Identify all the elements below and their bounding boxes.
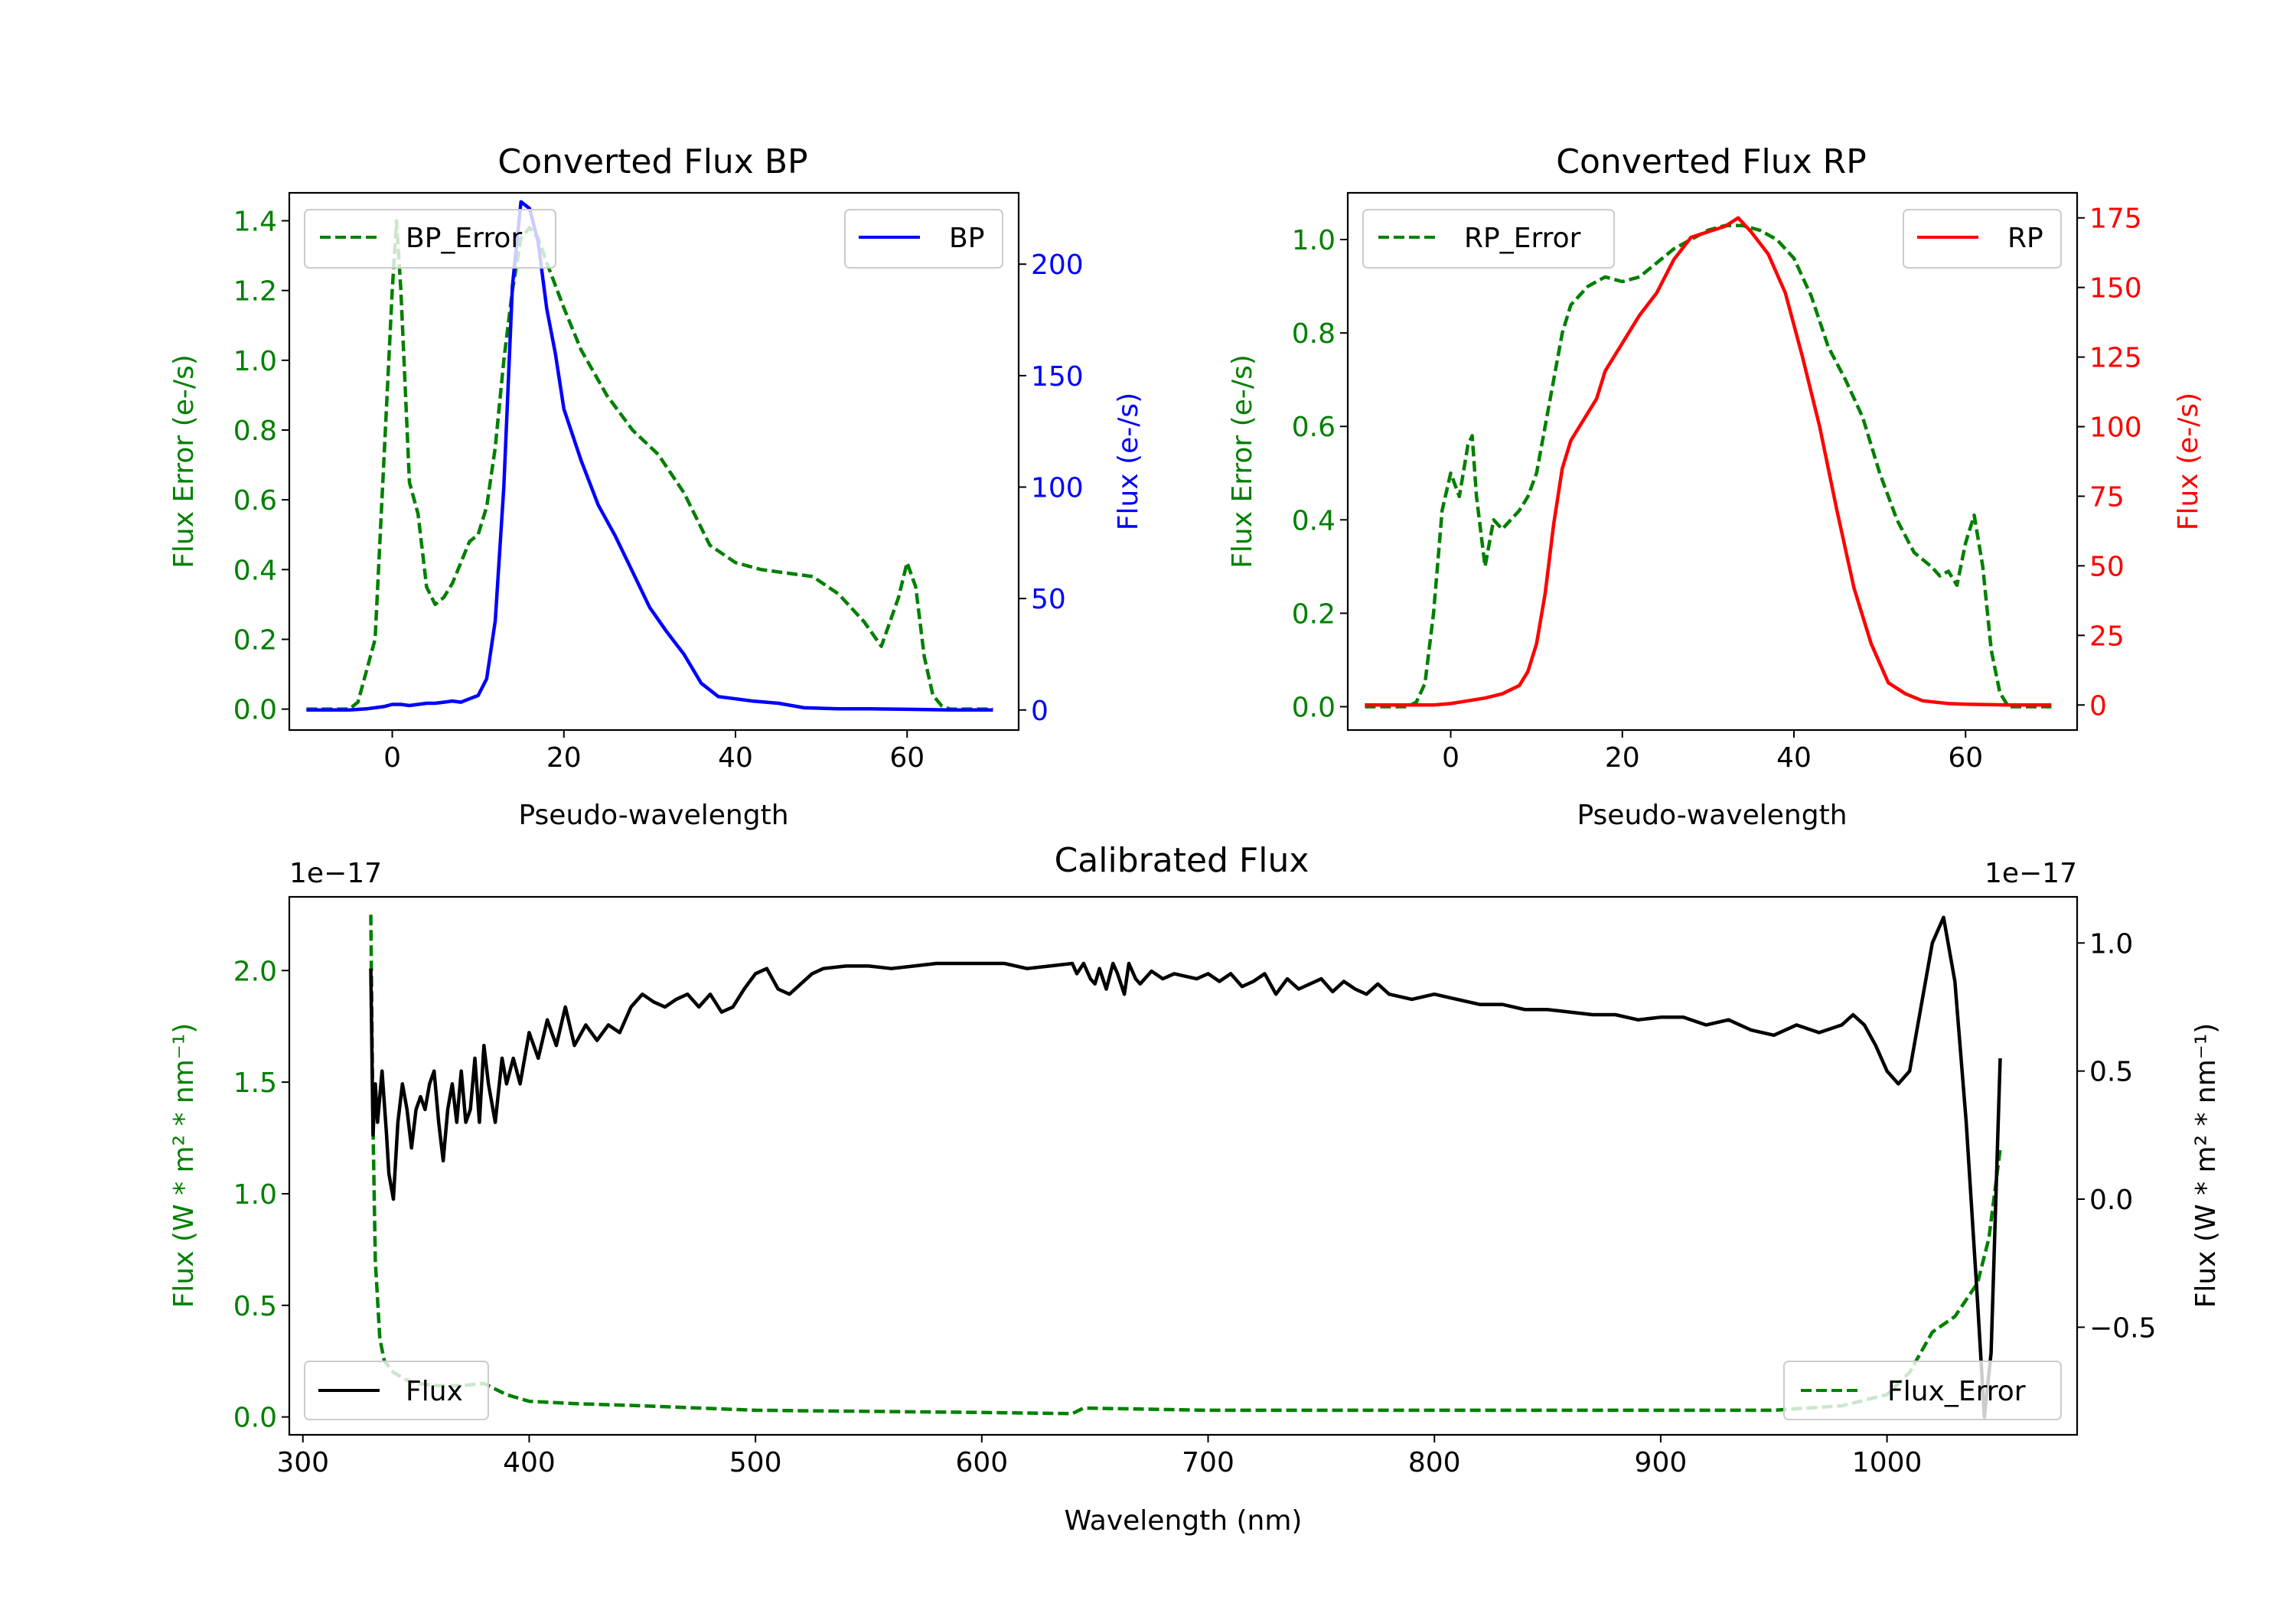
calibrated-flux-error-legend-box (1783, 1361, 2062, 1420)
rp-left-y-tick-label: 0.6 (1292, 412, 1336, 443)
bp-left-y-tick-label: 0.6 (233, 485, 277, 517)
rp-series-rp-error-line (1365, 223, 2052, 709)
bp-title: Converted Flux BP (497, 142, 807, 181)
bp-left-y-tick-label: 0.2 (233, 624, 277, 656)
bp-error-legend-label: BP_Error (406, 223, 522, 254)
calibrated-ticks: 300 400 500 600 700 800 900 1000 0.0 0.5 1.0 1.5 2.0… (233, 928, 2157, 1478)
rp-legend[interactable]: RP (1903, 209, 2062, 269)
bp-x-tick-label: 0 (383, 742, 401, 774)
rp-title: Converted Flux RP (1556, 142, 1867, 181)
calibrated-x-axis-label: Wavelength (nm) (1065, 1505, 1303, 1537)
calibrated-left-y-tick-label: 0.0 (233, 1403, 277, 1434)
bp-x-tick-label: 20 (546, 742, 582, 774)
calibrated-right-offset-text: 1e−17 (1985, 858, 2077, 889)
bp-right-y-tick-label: 0 (1031, 696, 1049, 727)
bp-ticks: 0 20 40 60 0.0 0.2 0.4 0.6 0.8 1.0 1.2 1.4 0 50 100 150… (233, 206, 1084, 774)
rp-right-y-tick-label: 150 (2089, 273, 2142, 305)
rp-error-legend[interactable]: RP_Error (1362, 209, 1615, 269)
bp-legend[interactable]: BP (844, 209, 1003, 269)
calibrated-flux-error-legend[interactable]: Flux_Error (1783, 1361, 2062, 1420)
bp-right-y-tick-label: 150 (1031, 361, 1084, 393)
bp-left-y-tick-label: 1.2 (233, 276, 277, 308)
calibrated-x-tick-label: 600 (955, 1447, 1008, 1478)
calibrated-left-y-tick-label: 1.5 (233, 1068, 277, 1099)
calibrated-left-y-tick-label: 1.0 (233, 1179, 277, 1211)
bp-left-y-tick-label: 0.0 (233, 695, 277, 726)
rp-right-axis-label: Flux (e-/s) (2173, 393, 2204, 530)
rp-right-y-tick-label: 0 (2089, 690, 2107, 722)
rp-left-y-tick-label: 1.0 (1292, 225, 1336, 256)
rp-left-y-tick-label: 0.4 (1292, 505, 1336, 536)
calibrated-left-y-tick-label: 0.5 (233, 1291, 277, 1322)
rp-ticks: 0 20 40 60 0.0 0.2 0.4 0.6 0.8 1.0 0 25 50 75 100 125 15… (1292, 204, 2142, 774)
bp-left-y-tick-label: 0.4 (233, 555, 277, 586)
calibrated-left-y-tick-label: 2.0 (233, 956, 277, 987)
rp-x-axis-label: Pseudo-wavelength (1577, 800, 1847, 831)
rp-series-rp-line (1365, 216, 2052, 707)
calibrated-panel: Calibrated Flux 1e−17 1e−17 300 400 500 600… (168, 841, 2222, 1537)
bp-x-axis-label: Pseudo-wavelength (518, 800, 788, 831)
rp-right-y-tick-label: 100 (2089, 412, 2142, 444)
rp-left-y-tick-label: 0.8 (1292, 318, 1336, 350)
rp-error-legend-box (1362, 209, 1615, 269)
rp-left-y-tick-label: 0.0 (1292, 692, 1336, 723)
calibrated-x-tick-label: 700 (1182, 1447, 1234, 1478)
calibrated-flux-legend-box (304, 1361, 489, 1420)
calibrated-flux-error-legend-label: Flux_Error (1887, 1376, 2026, 1407)
calibrated-left-offset-text: 1e−17 (289, 858, 382, 889)
bp-legend-box (844, 209, 1003, 269)
rp-plot-lines (1365, 216, 2052, 709)
rp-right-y-tick-label: 50 (2089, 551, 2125, 582)
calibrated-flux-legend[interactable]: Flux (304, 1361, 489, 1420)
bp-left-axis-label: Flux Error (e-/s) (168, 354, 200, 569)
calibrated-right-y-tick-label: 1.0 (2089, 928, 2133, 960)
calibrated-axes-frame (288, 895, 2079, 1436)
calibrated-right-axis-label: Flux (W * m² * nm⁻¹) (2190, 1023, 2222, 1309)
bp-right-y-tick-label: 200 (1031, 249, 1084, 281)
bp-error-legend-box (304, 209, 556, 269)
rp-right-y-tick-label: 75 (2089, 481, 2125, 513)
rp-panel: Converted Flux RP 0 20 40 60 0.0 0.2 0.4 0.6 0.8… (1227, 142, 2204, 831)
rp-right-y-tick-label: 125 (2089, 343, 2142, 374)
calibrated-right-y-tick-label: 0.5 (2089, 1057, 2133, 1088)
bp-right-y-tick-label: 100 (1031, 472, 1084, 504)
bp-legend-label: BP (949, 223, 984, 254)
calibrated-x-tick-label: 400 (503, 1447, 556, 1478)
rp-left-y-tick-label: 0.2 (1292, 598, 1336, 630)
calibrated-left-axis-label: Flux (W * m² * nm⁻¹) (168, 1023, 200, 1309)
rp-x-tick-label: 40 (1776, 742, 1812, 774)
rp-legend-box (1903, 209, 2062, 269)
rp-axes-frame (1346, 191, 2079, 732)
calibrated-x-tick-label: 500 (729, 1447, 782, 1478)
rp-error-legend-label: RP_Error (1464, 223, 1581, 254)
rp-x-tick-label: 60 (1948, 742, 1983, 774)
rp-right-y-tick-label: 175 (2089, 204, 2142, 235)
calibrated-flux-legend-label: Flux (406, 1376, 463, 1407)
bp-error-legend[interactable]: BP_Error (304, 209, 556, 269)
rp-legend-label: RP (2007, 223, 2043, 254)
calibrated-right-y-tick-label: 0.0 (2089, 1185, 2133, 1216)
calibrated-x-tick-label: 800 (1408, 1447, 1461, 1478)
bp-x-tick-label: 60 (889, 742, 925, 774)
bp-axes-frame (288, 191, 1020, 732)
rp-x-tick-label: 20 (1605, 742, 1640, 774)
calibrated-x-tick-label: 300 (276, 1447, 329, 1478)
calibrated-right-y-tick-label: −0.5 (2089, 1312, 2156, 1344)
rp-x-tick-label: 0 (1442, 742, 1459, 774)
calibrated-x-tick-label: 1000 (1852, 1447, 1923, 1478)
bp-left-y-tick-label: 1.0 (233, 346, 277, 377)
bp-left-y-tick-label: 0.8 (233, 416, 277, 447)
calibrated-x-tick-label: 900 (1635, 1447, 1688, 1478)
bp-right-y-tick-label: 50 (1031, 584, 1066, 615)
rp-left-axis-label: Flux Error (e-/s) (1227, 354, 1258, 569)
rp-right-y-tick-label: 25 (2089, 621, 2125, 652)
bp-left-y-tick-label: 1.4 (233, 206, 277, 237)
bp-right-axis-label: Flux (e-/s) (1113, 393, 1144, 530)
calibrated-series-flux-line (369, 915, 2002, 1419)
calibrated-title: Calibrated Flux (1055, 841, 1309, 880)
bp-x-tick-label: 40 (718, 742, 753, 774)
bp-panel: Converted Flux BP 0 20 40 60 0.0 0.2 0.4 0.6 0.8… (168, 142, 1144, 831)
